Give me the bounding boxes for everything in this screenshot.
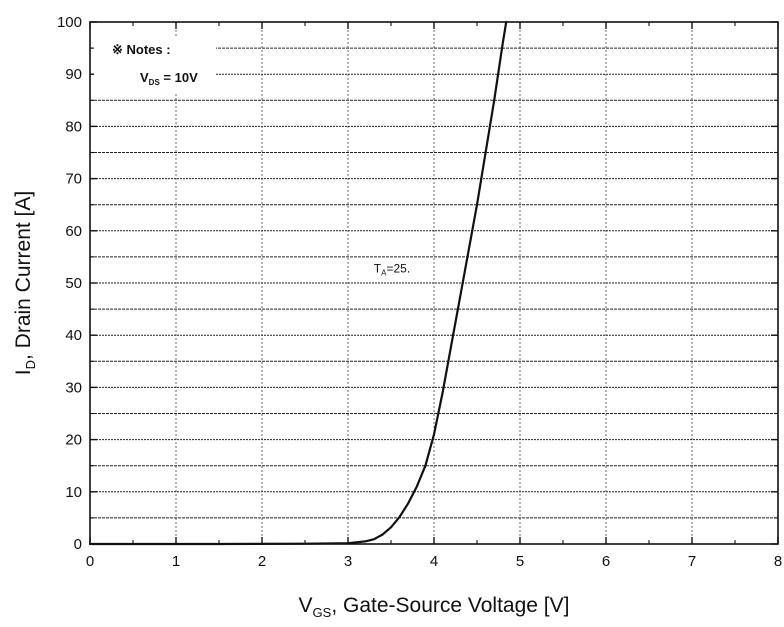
annotation-value: =25. bbox=[386, 262, 410, 276]
y-tick-labels: 0 10 20 30 40 50 60 70 80 90 100 bbox=[57, 14, 82, 553]
x-axis-title-subscript: GS bbox=[313, 605, 332, 620]
x-tick-label: 8 bbox=[774, 553, 782, 570]
x-tick-label: 4 bbox=[430, 553, 438, 570]
notes-condition-subscript: DS bbox=[149, 78, 161, 87]
y-axis-title: ID, Drain Current [A] bbox=[12, 191, 38, 375]
notes-condition-main: V bbox=[140, 70, 149, 85]
y-tick-label: 70 bbox=[65, 171, 82, 188]
y-tick-label: 50 bbox=[65, 275, 82, 292]
x-tick-label: 7 bbox=[688, 553, 696, 570]
x-axis-title-main: V bbox=[299, 594, 313, 617]
y-tick-label: 40 bbox=[65, 327, 82, 344]
y-tick-label: 10 bbox=[65, 484, 82, 501]
x-tick-label: 5 bbox=[516, 553, 524, 570]
notes-box: ※ Notes : VDS = 10V bbox=[94, 36, 216, 92]
x-tick-label: 0 bbox=[86, 553, 94, 570]
annotation-subscript: A bbox=[381, 269, 387, 278]
y-axis-title-main: I bbox=[12, 369, 35, 375]
temperature-annotation: TA=25. bbox=[371, 260, 418, 279]
y-tick-label: 30 bbox=[65, 379, 82, 396]
annotation-text: TA=25. bbox=[374, 262, 410, 278]
y-tick-label: 0 bbox=[74, 536, 82, 553]
grid bbox=[90, 22, 778, 544]
notes-condition-value: = 10V bbox=[160, 70, 198, 85]
notes-background bbox=[94, 36, 216, 92]
x-tick-label: 3 bbox=[344, 553, 352, 570]
x-tick-labels: 0 1 2 3 4 5 6 7 8 bbox=[86, 553, 782, 570]
x-tick-label: 2 bbox=[258, 553, 266, 570]
x-axis-title-rest: , Gate-Source Voltage [V] bbox=[331, 594, 569, 617]
annotation-main: T bbox=[374, 262, 382, 276]
x-tick-label: 6 bbox=[602, 553, 610, 570]
y-tick-label: 90 bbox=[65, 66, 82, 83]
y-axis-title-rest: , Drain Current [A] bbox=[12, 191, 35, 360]
series-line bbox=[88, 20, 508, 546]
y-axis-title-subscript: D bbox=[23, 360, 38, 369]
y-tick-label: 20 bbox=[65, 432, 82, 449]
x-axis-title: VGS, Gate-Source Voltage [V] bbox=[299, 594, 570, 620]
y-tick-label: 80 bbox=[65, 118, 82, 135]
notes-condition: VDS = 10V bbox=[140, 70, 198, 87]
x-tick-label: 1 bbox=[172, 553, 180, 570]
y-tick-label: 100 bbox=[57, 14, 82, 31]
annotation-background bbox=[371, 260, 418, 279]
y-tick-label: 60 bbox=[65, 223, 82, 240]
notes-heading: ※ Notes : bbox=[112, 42, 171, 57]
